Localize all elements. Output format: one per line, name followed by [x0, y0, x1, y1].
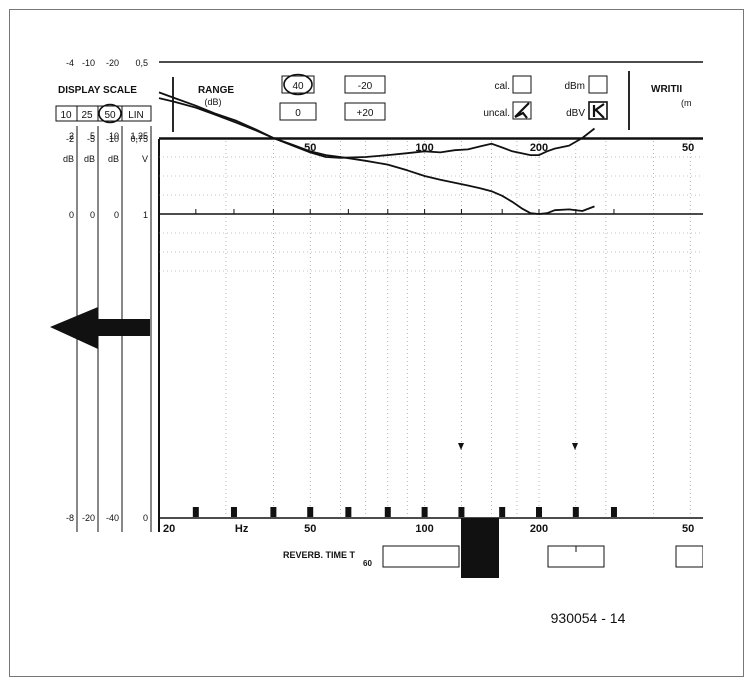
scale-col-1-tick-1: -5	[87, 134, 95, 144]
range-button-minus20-label: -20	[358, 81, 373, 92]
scale-col-1-tick-4: -20	[82, 513, 95, 523]
range-button-40[interactable]	[281, 75, 315, 94]
scale-option-lin[interactable]: LIN	[128, 110, 144, 121]
range-label: RANGE	[198, 85, 234, 96]
range-button-0-label: 0	[295, 108, 301, 119]
bottom-tick-mark	[421, 507, 428, 517]
scale-col-3-tick-0: 1	[143, 210, 148, 220]
series-line-2	[158, 91, 596, 159]
bottom-tick-mark	[572, 507, 579, 517]
uncal-box[interactable]	[512, 101, 532, 120]
range-button-0[interactable]	[279, 102, 317, 121]
writing-sub: (m	[681, 98, 692, 108]
dbm-label: dBm	[564, 81, 585, 92]
bottom-tick-labels: 20 Hz 50 100 200 50	[163, 523, 694, 535]
range-button-minus20[interactable]	[344, 75, 386, 94]
dbv-check-mark	[592, 103, 605, 119]
scale-labels: 2dB0-2-4-6-85dB0-5-10-15-2010dB0-10-20-3…	[63, 58, 148, 523]
bottom-tick-mark	[610, 507, 617, 517]
scale-option-25[interactable]: 25	[81, 110, 93, 121]
minor-grid	[159, 141, 703, 516]
range-button-40-label: 40	[292, 81, 304, 92]
scale-option-50[interactable]: 50	[104, 110, 116, 121]
selected-scale-circle	[98, 103, 122, 124]
series-group	[158, 91, 596, 215]
uncal-label: uncal.	[483, 108, 510, 119]
display-scale-label: DISPLAY SCALE	[58, 85, 137, 96]
top-tick-200: 200	[530, 142, 548, 154]
bottom-tick-500: 50	[682, 523, 694, 535]
dbm-box[interactable]	[588, 75, 608, 94]
scale-col-1-top: 5	[90, 131, 95, 141]
writing-label: WRITII	[651, 84, 682, 95]
range-button-plus20[interactable]	[344, 102, 386, 121]
scale-col-1-unit: dB	[84, 154, 95, 164]
uncal-check-mark	[514, 102, 530, 119]
figure-frame	[9, 9, 744, 677]
bottom-tick-100: 100	[415, 523, 433, 535]
bottom-tick-33: Hz	[235, 523, 249, 535]
scale-col-0-tick-2: -4	[66, 58, 74, 68]
reverb-box-3[interactable]	[675, 545, 704, 568]
bottom-tick-20: 20	[163, 523, 175, 535]
scale-selector: 10 25 50 LIN	[55, 103, 152, 124]
calibration-indicators: cal. uncal. dBm dBV	[483, 75, 608, 120]
bottom-tick-mark	[270, 507, 277, 517]
scale-col-1-tick-0: 0	[90, 210, 95, 220]
scale-col-0-tick-1: -2	[66, 134, 74, 144]
range-button-plus20-label: +20	[357, 108, 374, 119]
bottom-tick-50: 50	[304, 523, 316, 535]
scale-col-3-top: 1,25	[130, 131, 148, 141]
scale-col-0-unit: dB	[63, 154, 74, 164]
range-unit: (dB)	[204, 97, 221, 107]
bottom-tick-mark	[458, 507, 465, 517]
selected-range-circle	[283, 73, 313, 96]
scale-col-3-tick-2: 0,5	[135, 58, 148, 68]
dbv-box[interactable]	[588, 101, 608, 120]
scale-col-2-tick-2: -20	[106, 58, 119, 68]
bottom-tick-200: 200	[530, 523, 548, 535]
bottom-tick-mark	[345, 507, 352, 517]
top-tick-500: 50	[682, 142, 694, 154]
reverb-box-1[interactable]	[382, 545, 460, 568]
tick-marks	[192, 209, 617, 517]
top-tick-labels: 50 100 200 50	[304, 142, 694, 154]
reverb-marker-bar	[461, 518, 499, 578]
cursor-markers	[458, 443, 578, 450]
scale-col-2-tick-4: -40	[106, 513, 119, 523]
bottom-tick-mark	[536, 507, 542, 517]
scale-col-3-tick-1: 0,75	[130, 134, 148, 144]
scale-option-10[interactable]: 10	[60, 110, 72, 121]
bottom-tick-mark	[192, 507, 199, 517]
scale-col-3-tick-4: 0	[143, 513, 148, 523]
level-pointer-arrow	[50, 307, 150, 349]
scale-col-2-tick-1: -10	[106, 134, 119, 144]
scale-col-0-tick-4: -8	[66, 513, 74, 523]
bottom-tick-mark	[307, 507, 314, 517]
bottom-tick-mark	[384, 507, 391, 517]
cal-box[interactable]	[512, 75, 532, 94]
crop-mask	[703, 540, 717, 572]
scale-col-1-tick-2: -10	[82, 58, 95, 68]
range-buttons: 40 -20 0 +20	[279, 73, 386, 121]
dbv-label: dBV	[566, 108, 585, 119]
bottom-tick-mark	[499, 507, 506, 517]
cal-label: cal.	[494, 81, 510, 92]
scale-col-2-tick-0: 0	[114, 210, 119, 220]
scale-col-0-tick-0: 0	[69, 210, 74, 220]
chart-plot: 50 100 200 50 20 Hz 50 100 200 50	[158, 61, 703, 535]
scale-col-2-top: 10	[109, 131, 119, 141]
scale-col-3-unit: V	[142, 154, 148, 164]
scale-col-0-top: 2	[69, 131, 74, 141]
reverb-sub: 60	[363, 559, 372, 568]
reverb-label: REVERB. TIME T	[283, 550, 356, 560]
scale-col-2-unit: dB	[108, 154, 119, 164]
bottom-tick-mark	[230, 507, 237, 517]
figure-id: 930054 - 14	[551, 610, 626, 626]
major-grid	[159, 61, 703, 215]
